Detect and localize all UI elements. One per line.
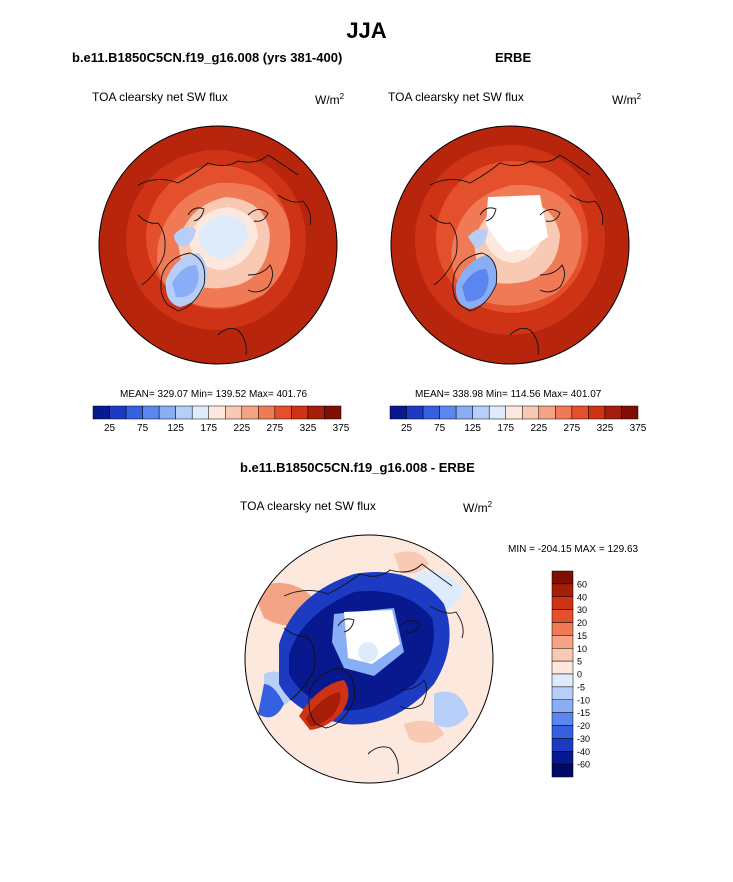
colorbar-erbe-tick-label: 25 xyxy=(401,423,413,434)
colorbar-erbe-swatch-13 xyxy=(604,405,622,420)
colorbar-erbe-swatch-11 xyxy=(571,405,589,420)
colorbar-difference-swatch-14 xyxy=(551,751,574,765)
colorbar-difference-swatch-11 xyxy=(551,712,574,726)
colorbar-difference-tick-label: 30 xyxy=(577,605,587,615)
colorbar-model-swatch-6 xyxy=(191,405,209,420)
colorbar-difference-swatch-2 xyxy=(551,596,574,610)
colorbar-erbe-swatch-0 xyxy=(389,405,407,420)
colorbar-erbe-tick-label: 125 xyxy=(464,423,481,434)
colorbar-model-tick-label: 325 xyxy=(300,423,317,434)
colorbar-difference-swatch-13 xyxy=(551,738,574,752)
colorbar-difference-tick-label: 10 xyxy=(577,644,587,654)
map-model xyxy=(98,125,338,365)
colorbar-difference-tick-label: -60 xyxy=(577,760,590,770)
colorbar-model-swatch-12 xyxy=(291,405,309,420)
colorbar-erbe-swatch-8 xyxy=(522,405,540,420)
colorbar-difference-swatch-0 xyxy=(551,570,574,585)
panel3-units: W/m2 xyxy=(463,500,493,515)
colorbar-model-swatch-11 xyxy=(274,405,292,420)
colorbar-model-tick-label: 375 xyxy=(333,423,350,434)
colorbar-erbe-swatch-7 xyxy=(505,405,523,420)
colorbar-difference-tick-label: 60 xyxy=(577,579,587,589)
colorbar-difference-swatch-10 xyxy=(551,699,574,713)
colorbar-model-swatch-2 xyxy=(125,405,143,420)
colorbar-difference-tick-label: 40 xyxy=(577,592,587,602)
colorbar-difference-swatch-15 xyxy=(551,763,574,778)
map-difference xyxy=(244,534,494,784)
panel2-units: W/m2 xyxy=(612,92,642,107)
colorbar-difference-swatch-8 xyxy=(551,673,574,688)
colorbar-difference-swatch-1 xyxy=(551,583,574,597)
colorbar-model-tick-label: 125 xyxy=(167,423,184,434)
colorbar-difference-swatch-3 xyxy=(551,609,574,623)
colorbar-model-swatch-1 xyxy=(109,405,127,420)
colorbar-erbe-tick-label: 75 xyxy=(434,423,446,434)
colorbar-difference-tick-label: 20 xyxy=(577,618,587,628)
colorbar-model-swatch-5 xyxy=(175,405,193,420)
colorbar-difference-swatch-4 xyxy=(551,622,574,636)
map-erbe xyxy=(390,125,630,365)
colorbar-model-swatch-0 xyxy=(92,405,110,420)
panel1-variable: TOA clearsky net SW flux xyxy=(92,90,228,104)
colorbar-model-tick-label: 175 xyxy=(200,423,217,434)
colorbar-model-tick-label: 25 xyxy=(104,423,116,434)
colorbar-model-tick-label: 225 xyxy=(233,423,250,434)
colorbar-erbe: 25 75 125 175 225 275 325 375 xyxy=(389,405,647,434)
colorbar-model: 25 75 125 175 225 275 325 375 xyxy=(92,405,350,434)
colorbar-model-swatch-7 xyxy=(208,405,226,420)
panel3-variable: TOA clearsky net SW flux xyxy=(240,499,376,513)
colorbar-difference-swatch-6 xyxy=(551,648,574,662)
colorbar-erbe-swatch-14 xyxy=(621,405,639,420)
colorbar-model-tick-label: 275 xyxy=(267,423,284,434)
panel1-title: b.e11.B1850C5CN.f19_g16.008 (yrs 381-400… xyxy=(72,50,343,65)
colorbar-erbe-swatch-6 xyxy=(488,405,506,420)
colorbar-erbe-swatch-9 xyxy=(538,405,556,420)
colorbar-erbe-tick-label: 175 xyxy=(497,423,514,434)
colorbar-difference-swatch-9 xyxy=(551,686,574,700)
colorbar-model-swatch-13 xyxy=(307,405,325,420)
colorbar-erbe-swatch-4 xyxy=(455,405,473,420)
colorbar-difference-tick-label: -30 xyxy=(577,734,590,744)
panel2-title: ERBE xyxy=(495,50,532,65)
colorbar-model-swatch-4 xyxy=(158,405,176,420)
panel2-variable: TOA clearsky net SW flux xyxy=(388,90,524,104)
colorbar-difference-tick-label: -5 xyxy=(577,682,585,692)
panel1-units: W/m2 xyxy=(315,92,345,107)
colorbar-difference: 60 40 30 20 15 10 5 0 -5 -10 -15 -20 -30 -40 -60 xyxy=(551,570,590,778)
colorbar-difference-tick-label: -40 xyxy=(577,747,590,757)
colorbar-model-swatch-14 xyxy=(324,405,342,420)
colorbar-difference-tick-label: -20 xyxy=(577,721,590,731)
colorbar-model-tick-label: 75 xyxy=(137,423,149,434)
colorbar-erbe-tick-label: 375 xyxy=(630,423,647,434)
panel3-title: b.e11.B1850C5CN.f19_g16.008 - ERBE xyxy=(240,460,475,475)
colorbar-difference-tick-label: 0 xyxy=(577,670,582,680)
colorbar-difference-swatch-7 xyxy=(551,660,574,675)
colorbar-erbe-swatch-2 xyxy=(422,405,440,420)
colorbar-difference-swatch-12 xyxy=(551,725,574,739)
colorbar-difference-tick-label: -15 xyxy=(577,708,590,718)
panel2-stats: MEAN= 338.98 Min= 114.56 Max= 401.07 xyxy=(415,389,602,400)
colorbar-difference-tick-label: -10 xyxy=(577,695,590,705)
colorbar-erbe-swatch-10 xyxy=(555,405,573,420)
colorbar-erbe-swatch-3 xyxy=(439,405,457,420)
colorbar-model-swatch-8 xyxy=(225,405,243,420)
panel3-stats: MIN = -204.15 MAX = 129.63 xyxy=(508,544,639,555)
colorbar-erbe-tick-label: 275 xyxy=(564,423,581,434)
colorbar-erbe-swatch-5 xyxy=(472,405,490,420)
colorbar-erbe-tick-label: 325 xyxy=(597,423,614,434)
colorbar-erbe-tick-label: 225 xyxy=(530,423,547,434)
panel1-stats: MEAN= 329.07 Min= 139.52 Max= 401.76 xyxy=(120,389,308,400)
colorbar-erbe-swatch-1 xyxy=(406,405,424,420)
colorbar-model-swatch-10 xyxy=(258,405,276,420)
colorbar-difference-tick-label: 15 xyxy=(577,631,587,641)
colorbar-difference-tick-label: 5 xyxy=(577,657,582,667)
colorbar-model-swatch-9 xyxy=(241,405,259,420)
colorbar-difference-swatch-5 xyxy=(551,635,574,649)
colorbar-erbe-swatch-12 xyxy=(588,405,606,420)
colorbar-model-swatch-3 xyxy=(142,405,160,420)
main-title: JJA xyxy=(346,18,387,43)
